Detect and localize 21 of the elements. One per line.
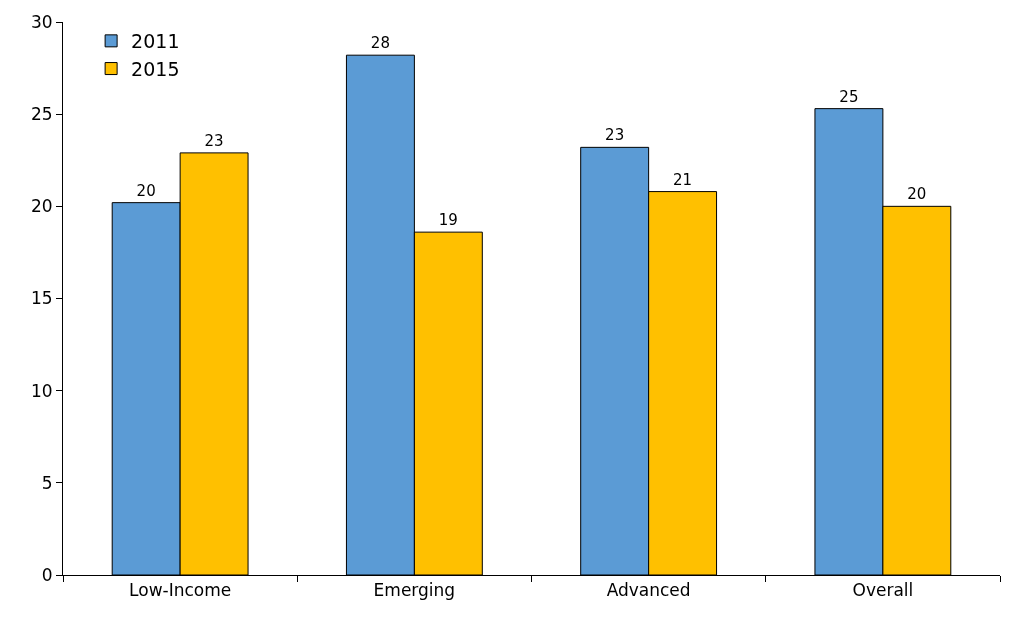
data-label: 19	[438, 211, 458, 230]
x-tick-label: Emerging	[373, 580, 456, 601]
data-label: 23	[204, 131, 224, 150]
y-tick-label: 30	[30, 11, 53, 32]
legend-label: 2011	[131, 30, 180, 53]
y-tick-label: 25	[30, 104, 53, 125]
y-tick-label: 0	[41, 564, 53, 585]
x-tick-label: Advanced	[606, 580, 691, 601]
y-tick-label: 20	[30, 196, 53, 217]
y-tick-label: 10	[30, 380, 53, 401]
y-tick-label: 5	[41, 472, 53, 493]
y-tick-label: 15	[30, 288, 53, 309]
data-label: 21	[673, 170, 693, 189]
data-label: 28	[370, 34, 390, 53]
data-label: 20	[136, 181, 156, 200]
x-tick-label: Low-Income	[129, 580, 232, 601]
data-label: 25	[839, 87, 859, 106]
data-label: 23	[605, 126, 625, 145]
data-label: 20	[907, 185, 927, 204]
legend-label: 2015	[131, 57, 180, 80]
x-tick-label: Overall	[852, 580, 914, 601]
